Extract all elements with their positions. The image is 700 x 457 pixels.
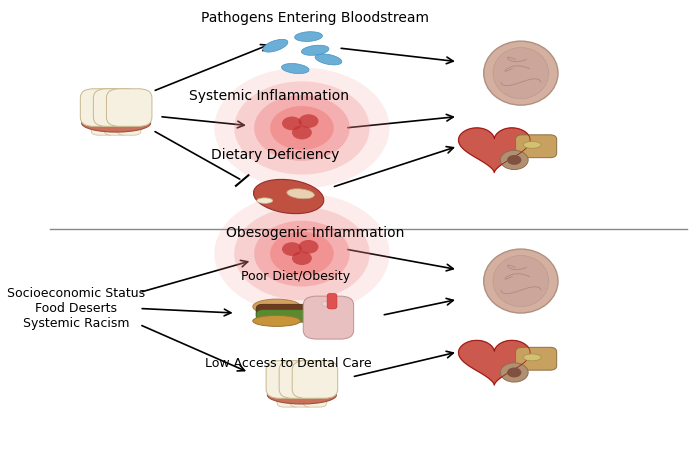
FancyBboxPatch shape: [277, 385, 301, 407]
FancyBboxPatch shape: [303, 296, 354, 339]
Circle shape: [299, 114, 318, 128]
Ellipse shape: [493, 48, 549, 99]
FancyBboxPatch shape: [303, 385, 327, 407]
FancyBboxPatch shape: [118, 112, 141, 135]
Ellipse shape: [295, 32, 322, 42]
Ellipse shape: [284, 62, 307, 75]
Text: Poor Diet/Obesity: Poor Diet/Obesity: [241, 270, 350, 283]
Polygon shape: [458, 128, 530, 172]
Circle shape: [282, 242, 302, 256]
Circle shape: [254, 221, 350, 287]
FancyBboxPatch shape: [266, 361, 312, 398]
Ellipse shape: [257, 198, 273, 203]
Circle shape: [254, 95, 350, 161]
Text: Low Access to Dental Care: Low Access to Dental Care: [205, 357, 372, 370]
Ellipse shape: [523, 141, 541, 148]
Ellipse shape: [82, 114, 150, 132]
Ellipse shape: [301, 45, 329, 55]
FancyBboxPatch shape: [104, 112, 128, 135]
FancyBboxPatch shape: [292, 361, 337, 398]
Text: Dietary Deficiency: Dietary Deficiency: [211, 149, 340, 162]
Ellipse shape: [484, 249, 558, 313]
FancyBboxPatch shape: [93, 89, 139, 127]
Circle shape: [500, 150, 528, 170]
Text: Obesogenic Inflammation: Obesogenic Inflammation: [226, 226, 405, 240]
Text: Pathogens Entering Bloodstream: Pathogens Entering Bloodstream: [201, 11, 429, 25]
Ellipse shape: [253, 299, 300, 314]
FancyBboxPatch shape: [290, 385, 314, 407]
Circle shape: [292, 251, 312, 265]
Ellipse shape: [523, 354, 541, 361]
Circle shape: [234, 207, 370, 300]
Ellipse shape: [493, 255, 549, 307]
Ellipse shape: [315, 54, 342, 65]
Circle shape: [282, 117, 302, 130]
Ellipse shape: [287, 189, 314, 199]
Ellipse shape: [321, 301, 335, 307]
FancyBboxPatch shape: [516, 347, 556, 370]
FancyBboxPatch shape: [256, 304, 321, 319]
FancyBboxPatch shape: [279, 361, 325, 398]
FancyBboxPatch shape: [327, 293, 337, 309]
FancyBboxPatch shape: [256, 310, 321, 322]
Circle shape: [214, 193, 389, 314]
FancyBboxPatch shape: [80, 89, 126, 127]
FancyBboxPatch shape: [516, 135, 556, 158]
Circle shape: [270, 106, 334, 150]
Circle shape: [234, 81, 370, 175]
Circle shape: [500, 363, 528, 382]
FancyBboxPatch shape: [106, 89, 152, 127]
Ellipse shape: [484, 41, 558, 105]
FancyBboxPatch shape: [91, 112, 115, 135]
Ellipse shape: [253, 180, 324, 213]
Circle shape: [214, 68, 389, 188]
Text: Socioeconomic Status
Food Deserts
Systemic Racism: Socioeconomic Status Food Deserts System…: [7, 287, 146, 330]
Ellipse shape: [267, 386, 337, 404]
Ellipse shape: [253, 315, 300, 326]
Circle shape: [292, 126, 312, 139]
Circle shape: [507, 155, 522, 165]
Text: Systemic Inflammation: Systemic Inflammation: [189, 89, 349, 103]
Circle shape: [507, 367, 522, 377]
Polygon shape: [458, 340, 530, 385]
Circle shape: [270, 232, 334, 276]
Ellipse shape: [262, 40, 288, 52]
Circle shape: [299, 240, 318, 254]
